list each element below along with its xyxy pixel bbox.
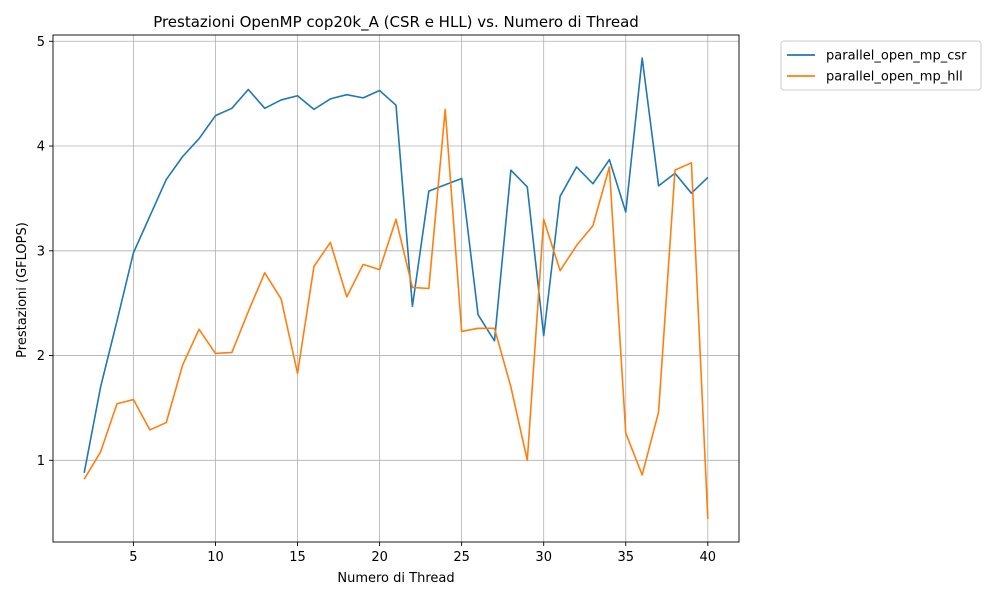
legend: parallel_open_mp_csr parallel_open_mp_hll	[780, 40, 982, 91]
plot-area: 5 10 15 20 25 30 35 40 1 2 3 4 5	[37, 34, 740, 565]
series-line-parallel_open_mp_hll	[83, 108, 709, 519]
x-tick-label: 20	[371, 550, 388, 565]
y-tick-label: 3	[37, 244, 45, 259]
legend-label: parallel_open_mp_hll	[826, 70, 963, 85]
x-tick-label: 25	[453, 550, 470, 565]
x-tick-label: 15	[289, 550, 306, 565]
series-line-parallel_open_mp_csr	[83, 57, 709, 474]
x-tick-label: 40	[700, 550, 717, 565]
legend-box	[780, 40, 982, 91]
y-tick-label: 5	[37, 35, 45, 50]
axes-frame	[52, 34, 740, 543]
y-tick-label: 2	[37, 349, 45, 364]
x-tick-label: 35	[617, 550, 634, 565]
y-tick-label: 4	[37, 140, 45, 155]
x-tick-label: 30	[535, 550, 552, 565]
x-tick-label: 10	[207, 550, 224, 565]
y-tick-label: 1	[37, 454, 45, 469]
x-tick-label: 5	[129, 550, 137, 565]
chart-title: Prestazioni OpenMP cop20k_A (CSR e HLL) …	[153, 13, 639, 32]
y-axis-label: Prestazioni (GFLOPS)	[15, 222, 30, 358]
x-axis-label: Numero di Thread	[337, 571, 454, 586]
legend-label: parallel_open_mp_csr	[826, 49, 967, 64]
